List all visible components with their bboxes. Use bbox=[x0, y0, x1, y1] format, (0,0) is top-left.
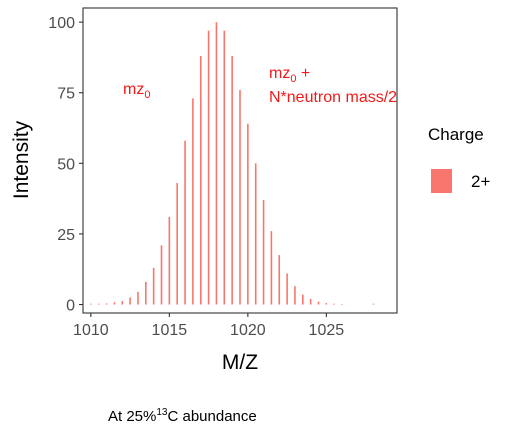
caption-suffix: C abundance bbox=[167, 408, 257, 425]
x-tick-label-1015: 1015 bbox=[152, 322, 188, 339]
annotation-neutron-mass: N*neutron mass/2 bbox=[269, 89, 397, 106]
annotation-mz0: mz0 bbox=[123, 81, 150, 101]
y-tick-label-50: 50 bbox=[57, 156, 75, 173]
caption-prefix: At 25% bbox=[108, 408, 157, 425]
caption-superscript: 13 bbox=[156, 407, 168, 418]
legend-label-2plus: 2+ bbox=[471, 172, 490, 191]
y-tick-label-100: 100 bbox=[48, 15, 75, 32]
chart: 1010 1015 1020 1025 0 25 50 75 100 mz0 mz0 + N*n… bbox=[10, 7, 490, 374]
caption: At 25%13C abundance bbox=[108, 407, 257, 425]
legend-key-2plus bbox=[431, 169, 452, 193]
y-tick-label-25: 25 bbox=[57, 227, 75, 244]
y-axis-title: Intensity bbox=[10, 120, 33, 199]
y-tick-label-0: 0 bbox=[66, 298, 75, 315]
x-tick-label-1020: 1020 bbox=[230, 322, 266, 339]
x-axis-title: M/Z bbox=[222, 351, 258, 374]
axes-layer: 1010 1015 1020 1025 0 25 50 75 100 bbox=[48, 15, 344, 339]
annotation-mz0-plus: mz0 + bbox=[269, 65, 310, 85]
bars-layer bbox=[90, 22, 375, 305]
y-tick-label-75: 75 bbox=[57, 86, 75, 103]
x-tick-label-1025: 1025 bbox=[309, 322, 345, 339]
x-tick-label-1010: 1010 bbox=[73, 322, 109, 339]
legend-title: Charge bbox=[428, 125, 484, 144]
